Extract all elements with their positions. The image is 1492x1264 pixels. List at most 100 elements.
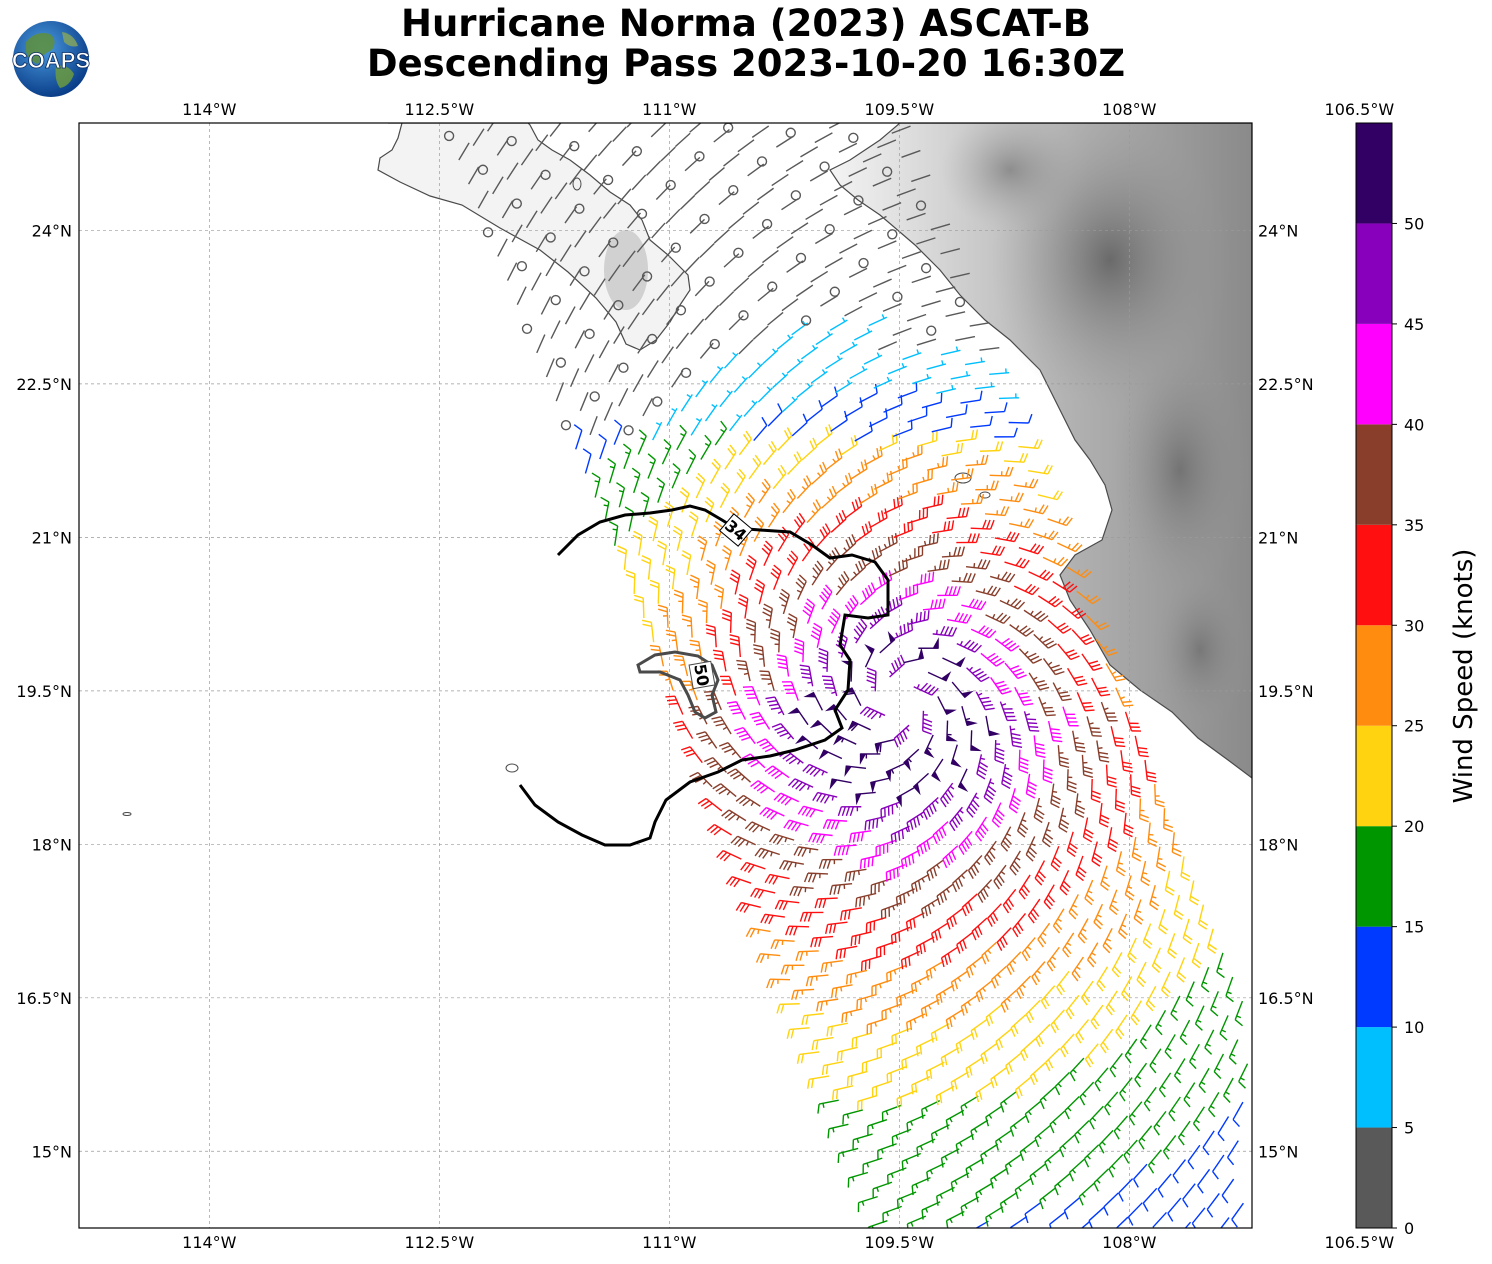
wind-barb (1087, 942, 1099, 968)
wind-barb (890, 825, 910, 845)
wind-barb (726, 701, 747, 720)
wind-barb (859, 582, 876, 606)
wind-barb (795, 574, 807, 600)
wind-barb (930, 922, 949, 943)
wind-barb (785, 925, 810, 936)
wind-barb (885, 864, 906, 882)
wind-barb (1033, 530, 1059, 541)
wind-barb (764, 873, 790, 885)
wind-barb (793, 846, 819, 857)
wind-barb (994, 740, 1005, 764)
wind-barb (883, 495, 903, 514)
wind-barb (930, 1124, 950, 1144)
wind-barb (1217, 1116, 1230, 1142)
wind-barb (531, 272, 542, 291)
wind-barb (744, 821, 771, 833)
wind-barb (782, 681, 799, 701)
lon-tick-label-bottom: 106.5°W (1325, 1233, 1395, 1252)
wind-barb (1182, 918, 1193, 945)
wind-barb (942, 845, 959, 869)
wind-barb (844, 397, 863, 418)
wind-barb (841, 1008, 863, 1023)
wind-barb (540, 296, 552, 315)
lon-tick-label-bottom: 108°W (1102, 1233, 1157, 1252)
wind-barb (966, 666, 990, 683)
wind-barb (1139, 1024, 1152, 1050)
wind-barb (608, 364, 619, 383)
wind-barb (1050, 783, 1061, 809)
wind-barb (1231, 1202, 1244, 1228)
colorbar-bin (1356, 1027, 1392, 1128)
wind-barb (1091, 677, 1111, 697)
wind-barb (975, 480, 999, 491)
map-frame (78, 122, 1253, 1229)
wind-barb (1062, 706, 1079, 727)
wind-barb (1161, 971, 1171, 998)
wind-barb (882, 302, 902, 312)
wind-barb (613, 419, 623, 445)
wind-barb (1120, 750, 1133, 773)
wind-barb (666, 407, 678, 427)
wind-barb (1136, 961, 1147, 988)
wind-barb (999, 492, 1024, 503)
wind-barb (856, 993, 877, 1010)
wind-barb (1142, 923, 1153, 949)
wind-barb (803, 872, 829, 883)
wind-barb (733, 247, 744, 258)
wind-barb (699, 213, 710, 225)
wind-barb (917, 533, 939, 548)
wind-barb (985, 1004, 1003, 1027)
wind-barb (955, 1032, 974, 1054)
wind-barb (837, 806, 862, 817)
wind-barb (847, 1171, 869, 1188)
wind-barb (1119, 1077, 1133, 1102)
wind-barb (796, 475, 812, 499)
wind-barb (1096, 740, 1110, 763)
wind-barb (712, 649, 727, 672)
wind-barb (1090, 1004, 1104, 1030)
lat-tick-label-right: 15°N (1258, 1142, 1298, 1161)
lat-tick-label-right: 16.5°N (1258, 989, 1314, 1008)
wind-barb (622, 250, 636, 268)
wind-barb (545, 232, 556, 243)
wind-barb (999, 1191, 1018, 1213)
wind-barb (921, 1100, 941, 1119)
wind-barb (729, 569, 741, 595)
wind-barb (1226, 1140, 1239, 1166)
wind-barb (1009, 725, 1023, 748)
wind-barb (1076, 590, 1101, 605)
wind-barb (1130, 1000, 1142, 1026)
wind-barb (809, 170, 828, 182)
wind-barb (1134, 735, 1149, 758)
wind-barb (574, 203, 585, 214)
wind-barb (1118, 1178, 1134, 1202)
wind-barb (706, 823, 732, 836)
wind-barb (839, 243, 858, 254)
wind-barb (1128, 1101, 1143, 1126)
wind-barb (1147, 822, 1158, 848)
wind-barb (873, 376, 893, 389)
axis-ticks: 114°W 114°W 112.5°W 112.5°W 111°W 111°W 109.5°… (16, 100, 1395, 1252)
wind-barb (680, 746, 703, 764)
wind-barb (681, 550, 692, 576)
wind-barb (913, 682, 939, 696)
lon-tick-label-bottom: 112.5°W (405, 1233, 475, 1252)
wind-barb (641, 271, 653, 282)
lon-tick-label-top: 111°W (642, 100, 697, 119)
wind-barb (536, 334, 546, 354)
wind-barb (807, 1075, 830, 1089)
wind-barb (564, 306, 576, 325)
wind-barb (684, 156, 701, 172)
wind-barb (555, 382, 565, 402)
wind-barb (853, 195, 864, 206)
wind-barb (1084, 879, 1095, 906)
wind-barb (1047, 516, 1073, 527)
wind-barb (1118, 913, 1128, 940)
wind-barb (761, 218, 773, 230)
wind-barb (729, 414, 743, 432)
wind-barb (1001, 764, 1013, 790)
wind-barb (1139, 798, 1149, 823)
wind-barb (704, 404, 718, 422)
wind-barb (1207, 928, 1218, 954)
wind-barb (921, 897, 940, 919)
